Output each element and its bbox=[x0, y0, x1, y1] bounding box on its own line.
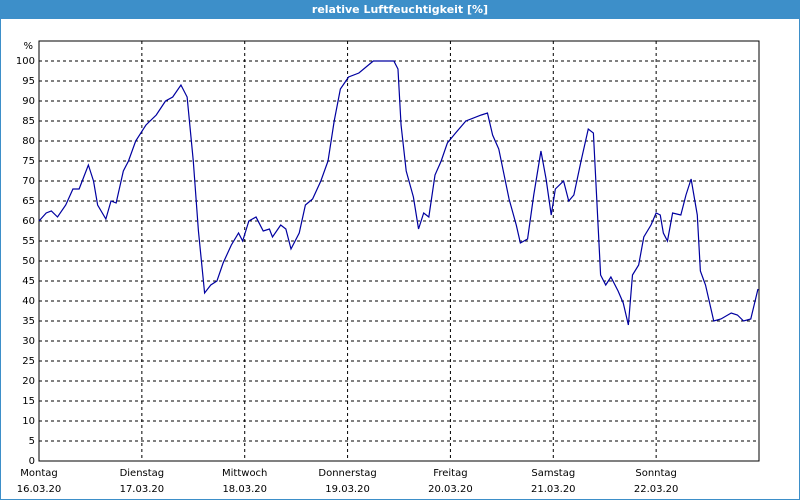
y-tick-label: 100 bbox=[16, 56, 35, 67]
x-tick-date: 19.03.20 bbox=[325, 484, 370, 495]
x-tick-date: 18.03.20 bbox=[222, 484, 267, 495]
y-tick-label: 70 bbox=[22, 176, 35, 187]
x-tick-date: 21.03.20 bbox=[531, 484, 576, 495]
x-tick-label: Donnerstag bbox=[318, 468, 376, 479]
y-tick-label: 90 bbox=[22, 96, 35, 107]
x-tick-date: 22.03.20 bbox=[634, 484, 679, 495]
y-tick-label: 65 bbox=[22, 196, 35, 207]
y-tick-label: 0 bbox=[29, 456, 35, 467]
y-tick-label: 45 bbox=[22, 276, 35, 287]
y-tick-label: 25 bbox=[22, 356, 35, 367]
plot-frame bbox=[38, 40, 760, 462]
y-tick-label: 15 bbox=[22, 396, 35, 407]
y-tick-label: 55 bbox=[22, 236, 35, 247]
y-tick-label: 35 bbox=[22, 316, 35, 327]
x-tick-label: Sonntag bbox=[635, 468, 677, 479]
y-tick-label: 40 bbox=[22, 296, 35, 307]
y-tick-label: 50 bbox=[22, 256, 35, 267]
y-tick-label: 20 bbox=[22, 376, 35, 387]
y-tick-label: 5 bbox=[29, 436, 35, 447]
data-line bbox=[38, 60, 759, 326]
title-bar: relative Luftfeuchtigkeit [%] bbox=[1, 1, 799, 19]
x-tick-label: Dienstag bbox=[120, 468, 165, 479]
x-tick-label: Samstag bbox=[531, 468, 575, 479]
x-tick-label: Freitag bbox=[433, 468, 467, 479]
y-tick-label: 95 bbox=[22, 76, 35, 87]
x-tick-date: 20.03.20 bbox=[428, 484, 473, 495]
x-tick-date: 16.03.20 bbox=[17, 484, 62, 495]
x-tick-label: Montag bbox=[20, 468, 57, 479]
chart: % 0 5 10 15 20 25 30 35 40 45 50 55 60 65 70 75 80 85 90 95… bbox=[16, 40, 760, 495]
y-tick-label: 80 bbox=[22, 136, 35, 147]
x-tick-label: Mittwoch bbox=[222, 468, 267, 479]
y-tick-label: 75 bbox=[22, 156, 35, 167]
y-unit: % bbox=[23, 41, 33, 52]
y-tick-label: 60 bbox=[22, 216, 35, 227]
y-tick-label: 30 bbox=[22, 336, 35, 347]
y-tick-label: 85 bbox=[22, 116, 35, 127]
y-tick-label: 10 bbox=[22, 416, 35, 427]
x-tick-date: 17.03.20 bbox=[120, 484, 165, 495]
